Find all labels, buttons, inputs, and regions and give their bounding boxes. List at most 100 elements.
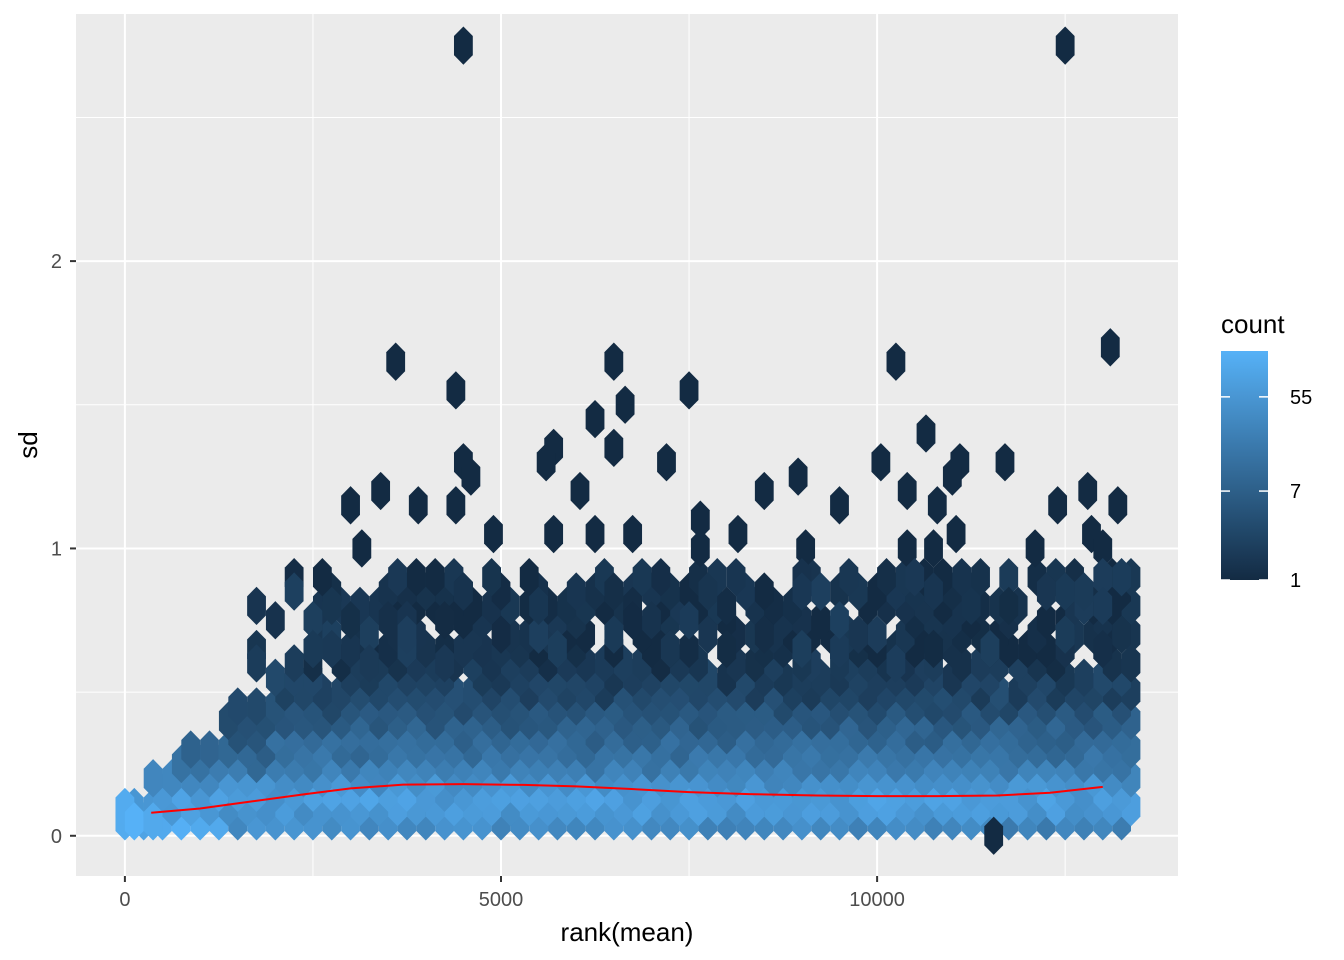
hex-bin (995, 443, 1015, 482)
hex-bin (247, 687, 266, 726)
hex-bin (1093, 629, 1113, 669)
hex-bin (284, 572, 304, 611)
hex-bin (886, 342, 906, 381)
hex-bin (679, 601, 699, 640)
hex-bin (971, 558, 990, 597)
hex-bin (679, 371, 699, 410)
hex-bin (1093, 529, 1113, 568)
hex-bin (830, 486, 849, 525)
hex-bin (247, 644, 266, 683)
hex-bin (961, 586, 981, 626)
hex-bin (848, 615, 868, 654)
legend-break-label: 55 (1290, 387, 1312, 409)
hex-bin (867, 615, 887, 654)
hex-bin (871, 443, 891, 482)
hex-bin (1074, 572, 1094, 611)
hex-bin (1025, 529, 1045, 568)
x-axis: 0 5000 10000 (119, 876, 905, 911)
hex-bin (924, 572, 943, 611)
hex-bin (905, 558, 925, 597)
legend-break-label: 1 (1290, 570, 1301, 592)
hex-bin (406, 558, 426, 597)
hex-bin (322, 629, 342, 669)
hex-bin (544, 514, 564, 554)
hex-bin (604, 572, 624, 611)
legend: count 1 7 55 (1221, 309, 1312, 592)
hex-bin (1036, 601, 1056, 640)
hex-bin (341, 601, 360, 640)
hex-bin (341, 629, 360, 669)
hex-bin (942, 457, 962, 496)
hex-bin (660, 629, 680, 669)
hex-bin (717, 586, 737, 626)
hex-bin (999, 558, 1019, 597)
hex-bin (461, 457, 481, 496)
hex-bin (359, 615, 379, 654)
hex-bin (623, 601, 643, 640)
hex-bin (999, 586, 1019, 626)
hex-bin (690, 529, 710, 568)
hex-bin (754, 572, 774, 611)
hex-bin (1055, 615, 1075, 654)
hex-bin (897, 471, 917, 511)
hex-bin (408, 486, 428, 525)
y-tick-label: 2 (51, 251, 62, 273)
hex-bin (728, 514, 748, 554)
hex-bin (359, 644, 379, 683)
hex-bin (1093, 558, 1113, 597)
hex-bin (604, 615, 624, 654)
x-tick-label: 0 (119, 889, 130, 911)
hex-bin (811, 572, 831, 611)
hex-bin (585, 514, 605, 554)
hex-bin (529, 586, 549, 626)
hex-bin (1078, 471, 1098, 511)
hex-bin (371, 471, 391, 511)
hex-bin (228, 687, 248, 726)
hex-bin (143, 759, 163, 798)
hex-bin (1100, 328, 1120, 367)
hex-bin (482, 558, 501, 597)
hex-bin (1036, 572, 1056, 611)
hex-bin (924, 629, 943, 669)
hex-bin (1112, 615, 1131, 654)
hex-bin (690, 500, 710, 539)
hex-bin (830, 601, 849, 640)
hex-bin (386, 342, 406, 381)
legend-break-label: 7 (1290, 481, 1301, 503)
hex-bin (566, 572, 586, 611)
hex-bin (435, 644, 454, 683)
hex-bin (124, 802, 144, 841)
hex-bin (529, 615, 549, 654)
hex-bin (886, 644, 906, 683)
hex-bin (811, 601, 831, 640)
hex-bin (284, 644, 304, 683)
hex-bin (830, 629, 849, 669)
hex-bin (265, 658, 285, 697)
hex-bin (491, 615, 511, 654)
hex-bin (980, 629, 1000, 669)
hex-bin (446, 486, 466, 525)
hex-bin (642, 601, 661, 640)
hex-bin (536, 443, 556, 482)
hex-bin (435, 601, 454, 640)
x-tick-label: 5000 (479, 889, 524, 911)
hex-bin (657, 443, 676, 482)
hex-bin (585, 399, 605, 439)
hex-bin (453, 572, 473, 611)
hex-bin (1074, 658, 1094, 697)
hex-bin (698, 572, 718, 611)
hex-bin (200, 730, 219, 769)
x-axis-title: rank(mean) (561, 917, 694, 947)
hex-bin (303, 601, 323, 640)
hex-bin (754, 615, 774, 654)
hex-bin (924, 529, 943, 568)
hex-bin (604, 428, 624, 468)
hex-bin (754, 471, 774, 511)
hex-bin (397, 615, 417, 654)
hex-bin (1055, 572, 1075, 611)
hex-bin (698, 615, 718, 654)
hex-bin (312, 558, 332, 597)
hex-bins (115, 26, 1141, 855)
y-axis: 0 1 2 (51, 251, 76, 848)
